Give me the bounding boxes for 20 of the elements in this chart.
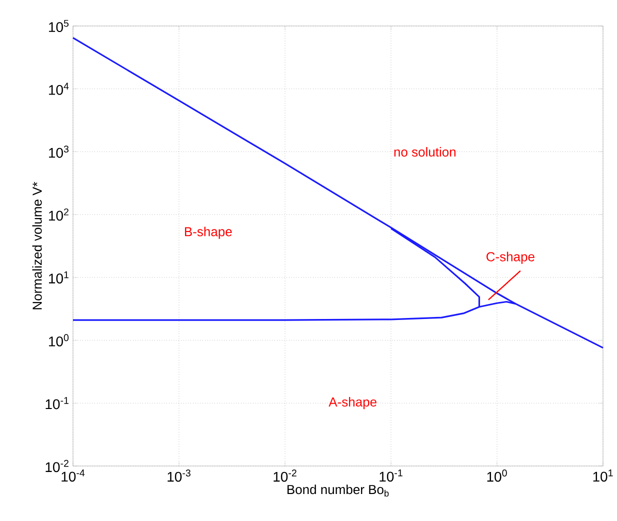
y-tick-label: 10$^{4}$ (49, 82, 69, 95)
x-tick-label: 10$^{0}$ (487, 470, 507, 482)
x-axis-title: Bond number Bo$_{b}$ (288, 484, 389, 497)
y-tick-label: 10$^{0}$ (49, 334, 69, 346)
annotation: B-shape (185, 226, 232, 239)
annotation: C-shape (486, 252, 534, 264)
x-tick-label: 10$^{1}$ (593, 470, 613, 482)
x-tick-label: 10$^{-3}$ (168, 470, 190, 482)
x-tick-label: 10$^{-2}$ (274, 470, 296, 482)
y-tick-label: 10$^{3}$ (49, 146, 69, 158)
x-tick-label: 10$^{-1}$ (380, 470, 402, 482)
annotation: A-shape (328, 397, 376, 410)
y-axis-title: Normalized volume V* (32, 182, 42, 310)
y-tick-label: 10$^{2}$ (49, 208, 68, 221)
y-tick-label: 10$^{-1}$ (46, 397, 68, 410)
annotation: no solution (394, 147, 456, 157)
y-tick-label: 10$^{5}$ (49, 20, 69, 32)
x-tick-label: 10$^{-4}$ (62, 470, 85, 482)
y-tick-label: 10$^{1}$ (49, 271, 68, 284)
y-tick-label: 10$^{-2}$ (46, 460, 68, 472)
